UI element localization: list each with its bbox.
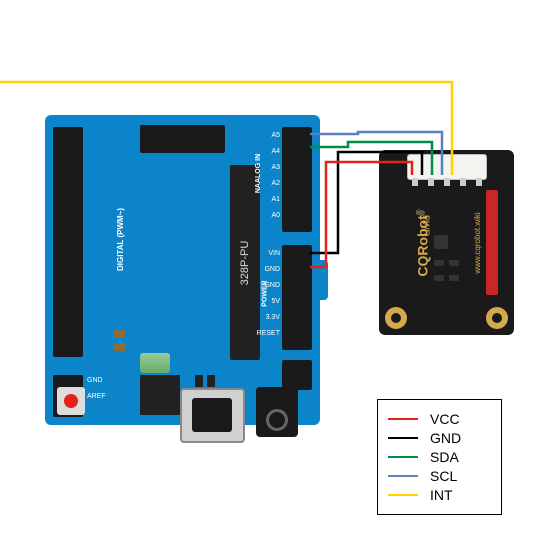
arduino-board: 328P-PU DIGITAL (PWM~) NAALOG IN POWER A… bbox=[45, 115, 320, 425]
smd-cap bbox=[113, 343, 125, 351]
pin-gnd-l: GND bbox=[87, 377, 103, 384]
header-digital bbox=[53, 127, 83, 357]
module-smd bbox=[434, 260, 444, 266]
legend-row-int: INT bbox=[388, 487, 491, 503]
pin-vin: VIN bbox=[268, 250, 280, 257]
label-digital: DIGITAL (PWM~) bbox=[116, 208, 125, 271]
legend-swatch bbox=[388, 475, 418, 478]
smd-chip bbox=[140, 375, 180, 415]
smd-cap bbox=[113, 330, 125, 338]
module-pins bbox=[412, 178, 482, 186]
legend-label: SCL bbox=[430, 468, 457, 484]
header-ioref bbox=[282, 360, 312, 390]
usb-connector bbox=[180, 388, 245, 443]
wiring-diagram: 328P-PU DIGITAL (PWM~) NAALOG IN POWER A… bbox=[0, 0, 550, 550]
legend-label: VCC bbox=[430, 411, 460, 427]
legend-swatch bbox=[388, 456, 418, 459]
mount-hole bbox=[486, 307, 508, 329]
smd-part bbox=[207, 375, 215, 387]
module-url: www.cqrobot.wiki bbox=[473, 212, 482, 273]
legend-label: GND bbox=[430, 430, 461, 446]
module-red-header bbox=[486, 190, 498, 295]
legend-row-vcc: VCC bbox=[388, 411, 491, 427]
module-smd bbox=[434, 275, 444, 281]
header-analog bbox=[282, 127, 312, 232]
legend-row-sda: SDA bbox=[388, 449, 491, 465]
pin-a1: A1 bbox=[271, 196, 280, 203]
module-connector bbox=[407, 154, 487, 180]
pin-a0: A0 bbox=[271, 212, 280, 219]
module-smd bbox=[449, 260, 459, 266]
mcu-chip: 328P-PU bbox=[230, 165, 260, 360]
pin-gnd2: GND bbox=[264, 282, 280, 289]
pin-3v3: 3.3V bbox=[266, 314, 280, 321]
legend-swatch bbox=[388, 494, 418, 497]
pin-gnd: GND bbox=[264, 266, 280, 273]
mount-hole bbox=[385, 307, 407, 329]
module-ic bbox=[434, 235, 448, 249]
pin-aref: AREF bbox=[87, 393, 106, 400]
legend-box: VCC GND SDA SCL INT bbox=[377, 399, 502, 515]
legend-row-gnd: GND bbox=[388, 430, 491, 446]
sensor-module: CQRobot® PWR www.cqrobot.wiki bbox=[379, 150, 514, 335]
pin-a4: A4 bbox=[271, 148, 280, 155]
pin-a3: A3 bbox=[271, 164, 280, 171]
mcu-label: 328P-PU bbox=[239, 240, 251, 285]
header-power bbox=[282, 245, 312, 350]
module-smd bbox=[449, 275, 459, 281]
module-pwr-label: PWR bbox=[421, 215, 431, 236]
pin-5v: 5V bbox=[271, 298, 280, 305]
legend-swatch bbox=[388, 437, 418, 440]
pin-a2: A2 bbox=[271, 180, 280, 187]
legend-label: SDA bbox=[430, 449, 459, 465]
pin-a5: A5 bbox=[271, 132, 280, 139]
module-led bbox=[419, 210, 425, 216]
legend-row-scl: SCL bbox=[388, 468, 491, 484]
reset-button bbox=[57, 387, 85, 415]
crystal bbox=[140, 353, 170, 373]
pin-reset: RESET bbox=[257, 330, 280, 337]
label-analog: NAALOG IN bbox=[255, 154, 262, 193]
header-top bbox=[140, 125, 225, 153]
legend-label: INT bbox=[430, 487, 453, 503]
power-jack bbox=[256, 387, 298, 437]
smd-part bbox=[195, 375, 203, 387]
legend-swatch bbox=[388, 418, 418, 421]
